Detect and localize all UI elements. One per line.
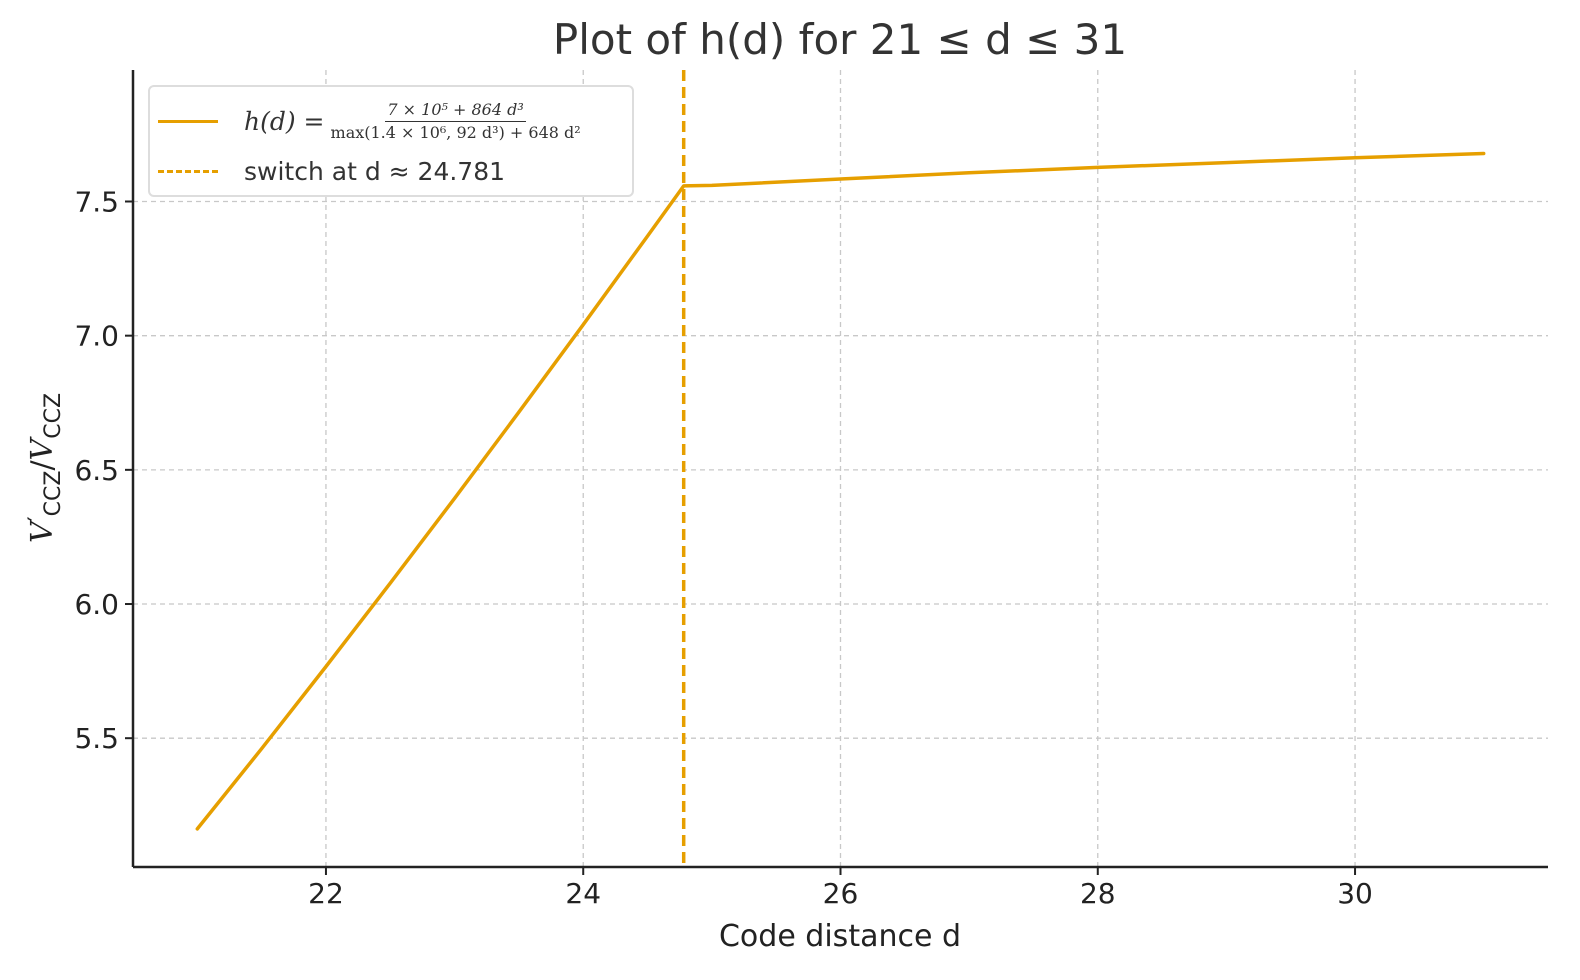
series-layer [195, 70, 1486, 867]
x-tick-label: 26 [823, 877, 859, 910]
ticks: 22 24 26 28 30 5.5 6.0 6.5 7.0 7.5 [74, 185, 1372, 910]
y-label-prime: ′ [25, 516, 50, 521]
y-tick-label: 7.0 [74, 320, 119, 353]
y-tick-label: 6.0 [74, 588, 119, 621]
legend-formula: h(d) = 7 × 10⁵ + 864 d³ max(1.4 × 10⁶, 9… [244, 101, 581, 142]
y-label-slash: / [25, 460, 60, 471]
legend-entry-h: h(d) = 7 × 10⁵ + 864 d³ max(1.4 × 10⁶, 9… [150, 101, 581, 142]
grid [133, 70, 1548, 867]
formula-denominator: max(1.4 × 10⁶, 92 d³) + 648 d² [330, 123, 581, 142]
y-tick-label: 5.5 [74, 722, 119, 755]
x-tick-label: 30 [1337, 877, 1373, 910]
legend-switch-label: switch at d ≈ 24.781 [244, 157, 506, 186]
x-axis-label: Code distance d [719, 919, 961, 954]
y-label-sub1: CCZ [41, 471, 66, 517]
formula-fraction: 7 × 10⁵ + 864 d³ max(1.4 × 10⁶, 92 d³) +… [331, 101, 581, 142]
formula-numerator: 7 × 10⁵ + 864 d³ [385, 101, 526, 122]
y-tick-label: 7.5 [74, 185, 119, 218]
formula-lhs: h(d) = [244, 107, 325, 136]
y-label-sub2: CCZ [41, 393, 66, 439]
y-axis-label: V′CCZ/VCCZ [25, 393, 66, 543]
legend-entry-switch: switch at d ≈ 24.781 [150, 157, 505, 186]
legend-swatch-dashed [158, 170, 218, 173]
x-tick-label: 28 [1080, 877, 1116, 910]
legend-swatch-solid [158, 120, 218, 123]
y-tick-label: 6.5 [74, 454, 119, 487]
x-tick-label: 24 [565, 877, 601, 910]
y-label-v2: V [25, 435, 60, 460]
h-series-line [195, 151, 1486, 831]
legend: h(d) = 7 × 10⁵ + 864 d³ max(1.4 × 10⁶, 9… [148, 85, 634, 197]
chart-title: Plot of h(d) for 21 ≤ d ≤ 31 [553, 15, 1127, 64]
y-label-v1: V [25, 518, 60, 543]
x-tick-label: 22 [308, 877, 344, 910]
